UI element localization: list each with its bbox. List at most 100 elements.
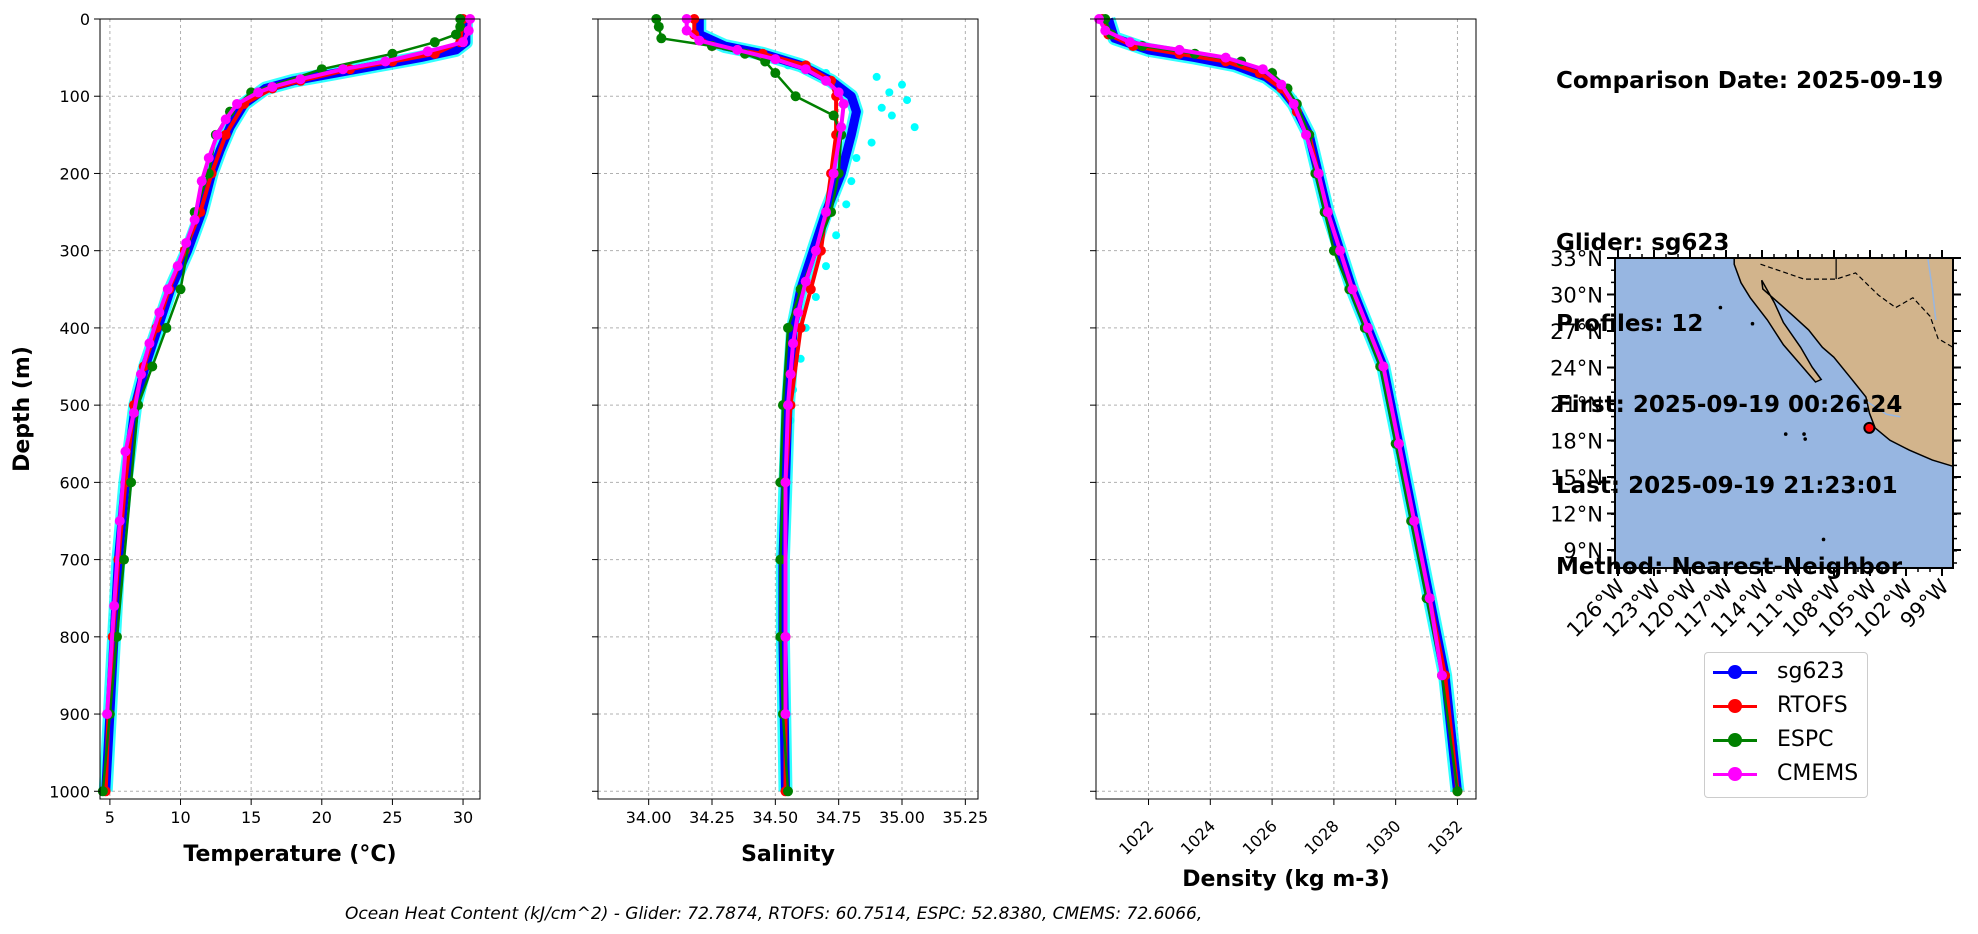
series-point-cmems — [1347, 284, 1358, 295]
border-line — [1760, 263, 1954, 348]
series-point-espc — [770, 68, 781, 79]
series-point-cmems — [220, 114, 231, 125]
series-point-cmems — [681, 25, 692, 36]
series-point-cmems — [196, 176, 207, 187]
y-tick-label: 500 — [59, 396, 90, 415]
legend-label: RTOFS — [1777, 693, 1848, 718]
series-point-cmems — [1220, 52, 1231, 63]
glider-scatter-point — [822, 262, 830, 271]
axes-frame — [597, 18, 979, 800]
lat-tick-label: 24°N — [1550, 357, 1603, 381]
series-line-espc — [101, 19, 462, 792]
x-tick-label: 34.25 — [689, 808, 735, 827]
series-point-cmems — [821, 75, 831, 86]
lat-tick-label: 12°N — [1550, 503, 1603, 527]
glider-scatter-point — [898, 80, 906, 89]
series-point-cmems — [109, 600, 120, 611]
series-point-rtofs — [220, 129, 231, 140]
series-point-cmems — [1100, 25, 1111, 36]
series-point-cmems — [144, 338, 155, 349]
series-point-cmems — [800, 276, 811, 287]
glider-scatter-point — [872, 72, 881, 81]
glider-location-marker — [1863, 421, 1876, 434]
series-point-cmems — [1257, 64, 1268, 75]
glider-scatter-point — [847, 177, 856, 186]
x-axis-label: Density (kg m-3) — [1182, 867, 1390, 892]
series-point-espc — [656, 33, 667, 44]
map-frame — [1614, 257, 1954, 569]
series-point-cmems — [1322, 207, 1333, 218]
first-time: First: 2025-09-19 00:26:24 — [1556, 392, 1903, 418]
series-point-cmems — [1424, 593, 1435, 604]
series-point-cmems — [780, 709, 791, 720]
x-tick-label: 35.00 — [879, 808, 925, 827]
x-tick-label: 1032 — [1424, 816, 1466, 858]
series-point-espc — [147, 361, 158, 372]
x-tick-label: 1024 — [1177, 816, 1219, 858]
lat-tick-label: 27°N — [1550, 320, 1603, 344]
series-point-cmems — [1313, 168, 1324, 179]
series-point-cmems — [785, 369, 796, 380]
x-tick-label: 30 — [453, 808, 473, 827]
river — [1863, 398, 1901, 418]
island — [1802, 432, 1806, 436]
y-tick-label: 0 — [80, 10, 90, 29]
series-point-cmems — [833, 87, 844, 98]
x-tick-label: 5 — [105, 808, 115, 827]
ocean-heat-content: Ocean Heat Content (kJ/cm^2) - Glider: 7… — [345, 904, 1203, 924]
series-point-espc — [111, 631, 122, 642]
x-tick-label: 10 — [170, 808, 190, 827]
series-point-cmems — [380, 56, 391, 67]
comparison-date: Comparison Date: 2025-09-19 — [1556, 68, 1944, 94]
glider-scatter-point — [842, 200, 851, 209]
series-point-cmems — [172, 261, 183, 272]
series-point-cmems — [267, 81, 278, 92]
x-tick-label: 1028 — [1300, 816, 1342, 858]
series-point-cmems — [780, 477, 791, 488]
profile-panel-1: 34.00 34.25 34.50 34.75 35.00 35.25 Salinity — [592, 14, 988, 867]
series-point-cmems — [788, 338, 799, 349]
y-axis-label: Depth (m) — [10, 346, 35, 472]
series-line-cmems — [105, 18, 473, 715]
legend-entry-espc: ESPC — [1705, 725, 1865, 755]
profile-panel-2: 1022 1024 1026 1028 1030 1032 Density (kg m-3) — [1090, 14, 1477, 892]
x-tick-label: 15 — [241, 808, 261, 827]
lat-tick-label: 18°N — [1550, 430, 1603, 454]
glider-scatter-point — [910, 123, 919, 132]
glider-scatter-point — [887, 111, 896, 120]
series-point-cmems — [253, 87, 264, 98]
glider-scatter-point — [811, 293, 820, 302]
series-point-cmems — [337, 64, 348, 75]
legend: sg623 RTOFS ESPC CMEMS — [1704, 652, 1868, 798]
y-tick-label: 300 — [59, 242, 90, 261]
series-point-cmems — [821, 207, 831, 218]
series-point-cmems — [422, 46, 433, 57]
series-point-cmems — [135, 369, 146, 380]
glider-scatter-point — [903, 96, 912, 105]
series-point-cmems — [463, 25, 474, 36]
series-point-cmems — [1124, 37, 1135, 48]
series-point-espc — [119, 554, 130, 565]
x-axis-label: Temperature (°C) — [183, 842, 396, 867]
legend-entry-sg623: sg623 — [1705, 657, 1865, 687]
y-tick-label: 100 — [59, 87, 90, 106]
profile-count: Profiles: 12 — [1556, 311, 1704, 337]
island — [1821, 537, 1826, 542]
lat-tick-label: 33°N — [1550, 247, 1603, 271]
series-point-cmems — [102, 709, 113, 720]
series-line-espc — [655, 18, 843, 792]
legend-marker — [1728, 767, 1742, 781]
series-point-espc — [455, 21, 466, 32]
island — [1783, 432, 1788, 436]
series-point-cmems — [780, 631, 791, 642]
series-point-cmems — [1378, 361, 1389, 372]
series-line-sg623 — [101, 19, 471, 792]
glider-scatter-point — [867, 138, 876, 147]
series-point-espc — [1452, 786, 1463, 797]
legend-label: ESPC — [1777, 727, 1834, 752]
series-point-rtofs — [805, 284, 816, 295]
land — [1733, 257, 1954, 468]
series-point-cmems — [1335, 245, 1346, 256]
series-point-cmems — [189, 214, 200, 225]
